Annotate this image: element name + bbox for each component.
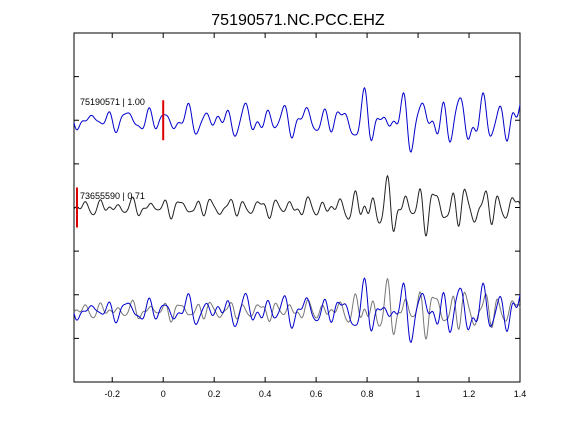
trace-label-73655590: 73655590 | 0.71 bbox=[80, 191, 145, 201]
overlay-trace-73655590 bbox=[73, 277, 521, 340]
chart-title: 75190571.NC.PCC.EHZ bbox=[211, 12, 385, 29]
x-tick-label: 1.4 bbox=[514, 389, 527, 399]
x-tick-label: 0.4 bbox=[259, 389, 272, 399]
y-axis-ticks bbox=[74, 76, 520, 339]
plot-frame bbox=[73, 32, 521, 383]
trace-line-73655590 bbox=[73, 174, 521, 237]
x-axis: -0.2 0 0.2 0.4 0.6 0.8 1 1.2 1.4 bbox=[104, 33, 526, 399]
overlay-trace-75190571 bbox=[73, 277, 521, 343]
trace-label-75190571: 75190571 | 1.00 bbox=[80, 97, 145, 107]
x-tick-label: 1 bbox=[416, 389, 421, 399]
traces-area: 75190571 | 1.00 73655590 | 0.71 bbox=[73, 86, 521, 343]
x-tick-label: 0.2 bbox=[208, 389, 221, 399]
trace-line-75190571 bbox=[73, 86, 521, 153]
x-tick-label: -0.2 bbox=[104, 389, 120, 399]
x-tick-label: 1.2 bbox=[463, 389, 476, 399]
x-tick-label: 0 bbox=[161, 389, 166, 399]
x-tick-label: 0.8 bbox=[361, 389, 374, 399]
x-tick-label: 0.6 bbox=[310, 389, 323, 399]
